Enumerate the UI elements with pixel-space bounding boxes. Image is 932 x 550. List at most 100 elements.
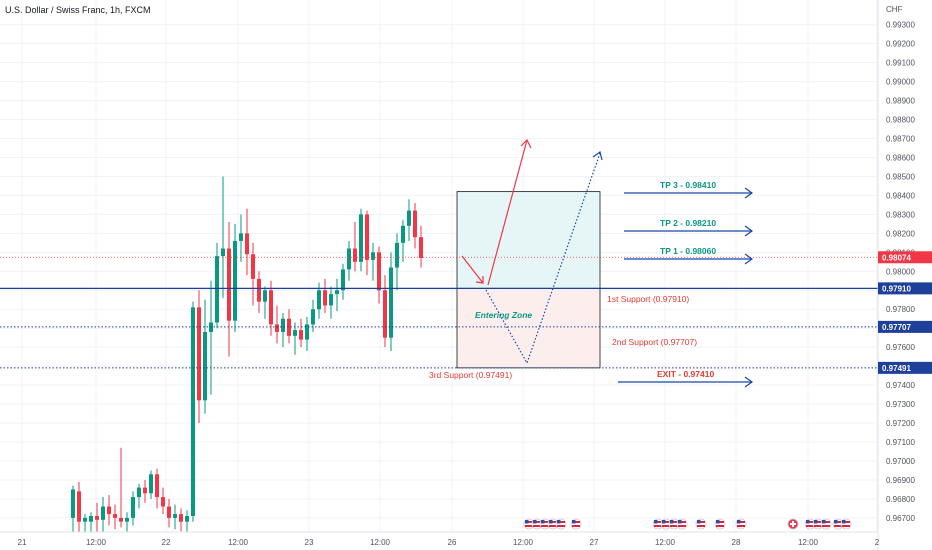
event-flag-icon[interactable] — [820, 518, 832, 530]
bullish-candle — [263, 286, 267, 319]
flag-stripe — [678, 521, 686, 523]
bearish-candle — [269, 280, 273, 336]
y-tick-label: 0.96800 — [886, 495, 915, 504]
flag-stripe — [533, 521, 541, 523]
candle-body — [107, 506, 111, 515]
flag-stripe — [814, 521, 822, 523]
bullish-candle — [83, 514, 87, 532]
bullish-candle — [371, 242, 375, 281]
current-price-tag-text: 0.98074 — [882, 253, 911, 262]
flag-stripe — [806, 525, 814, 527]
candle-body — [311, 309, 315, 325]
flag-stripe — [549, 521, 557, 523]
red-down-arrow-line — [461, 255, 484, 284]
candle-body — [119, 517, 123, 522]
bearish-candle — [143, 479, 147, 503]
bearish-candle — [419, 225, 423, 268]
candle-body — [215, 256, 219, 323]
current-price-tag-bg — [878, 251, 932, 264]
candle-body — [389, 267, 393, 338]
candle-body — [155, 474, 159, 498]
flag-canton — [533, 520, 537, 524]
blue-dotted-path — [485, 152, 601, 365]
candle-body — [131, 497, 135, 518]
flag-stripe — [541, 521, 549, 523]
flag-stripe — [525, 521, 533, 523]
target-label: EXIT - 0.97410 — [657, 369, 714, 379]
projection-arrows — [461, 138, 603, 365]
blue-dotted-arrow-head — [592, 150, 603, 161]
candle-body — [401, 225, 405, 243]
event-flag-icon[interactable] — [652, 518, 664, 530]
target-arrow — [624, 225, 754, 237]
support-label: 1st Support (0.97910) — [607, 294, 689, 304]
flag-canton — [557, 520, 561, 524]
bullish-candle — [137, 483, 141, 509]
bullish-candle — [293, 322, 297, 355]
bullish-candle — [347, 240, 351, 281]
candle-body — [161, 497, 165, 507]
y-tick-label: 0.98600 — [886, 153, 915, 162]
flag-stripe — [654, 525, 662, 527]
entry-zone-box — [456, 287, 601, 369]
candle-body — [95, 516, 99, 520]
flag-stripe — [572, 525, 580, 527]
bullish-candle — [71, 485, 75, 532]
flag-stripe — [670, 525, 678, 527]
time-axis: 21 12:00 22 12:00 23 12:00 26 12:00 27 12:00 28 12:… — [0, 531, 880, 547]
event-flag-icon[interactable] — [787, 518, 799, 530]
flag-stripe — [822, 525, 830, 527]
y-tick-label: 0.98200 — [886, 229, 915, 238]
y-tick-label: 0.97000 — [886, 457, 915, 466]
bearish-candle — [161, 487, 165, 515]
price-tag-text: 0.97491 — [882, 364, 911, 373]
y-tick-label: 0.98700 — [886, 135, 915, 144]
event-flag-icon[interactable] — [676, 518, 688, 530]
flag-stripe — [814, 525, 822, 527]
event-flag-icon[interactable] — [570, 518, 582, 530]
bullish-candle — [305, 316, 309, 351]
flag-canton — [654, 520, 658, 524]
bullish-candle — [407, 199, 411, 241]
flag-stripe — [716, 525, 724, 527]
candle-body — [353, 248, 357, 262]
candle-body — [299, 330, 303, 340]
event-flag-icon[interactable] — [735, 518, 747, 530]
event-flag-icon[interactable] — [714, 518, 726, 530]
flag-canton — [842, 520, 846, 524]
flag-stripe — [662, 525, 670, 527]
x-tick-label: 2 — [875, 538, 880, 547]
event-flag-icon[interactable] — [555, 518, 567, 530]
event-flag-icon[interactable] — [840, 518, 852, 530]
flag-canton — [525, 520, 529, 524]
flag-stripe — [697, 521, 705, 523]
bearish-candle — [167, 498, 171, 528]
candle-body — [251, 254, 255, 279]
flag-stripe — [842, 525, 850, 527]
x-tick-label: 12:00 — [798, 538, 819, 547]
bearish-candle — [245, 208, 249, 276]
event-flag-icon[interactable] — [695, 518, 707, 530]
candle-body — [293, 330, 297, 336]
flag-stripe — [670, 521, 678, 523]
economic-events[interactable] — [523, 518, 852, 530]
bullish-candle — [239, 214, 243, 262]
flag-stripe — [557, 521, 565, 523]
y-tick-label: 0.98500 — [886, 172, 915, 181]
chart-title: U.S. Dollar / Swiss Franc, 1h, FXCM — [5, 5, 151, 15]
event-flag-icon[interactable] — [547, 518, 559, 530]
bearish-candle — [155, 468, 159, 509]
bearish-candle — [77, 481, 81, 532]
event-flag-icon[interactable] — [523, 518, 535, 530]
event-flag-icon[interactable] — [539, 518, 551, 530]
price-tag: 0.97491 — [878, 361, 932, 374]
candle-body — [83, 517, 87, 522]
bearish-candle — [257, 271, 261, 314]
bullish-candle — [329, 286, 333, 319]
bullish-candle — [401, 220, 405, 262]
target-arrow-head — [744, 253, 754, 265]
bullish-candle — [191, 301, 195, 522]
grid-lines — [0, 0, 878, 532]
flag-stripe — [834, 521, 842, 523]
bullish-candle — [335, 278, 339, 312]
